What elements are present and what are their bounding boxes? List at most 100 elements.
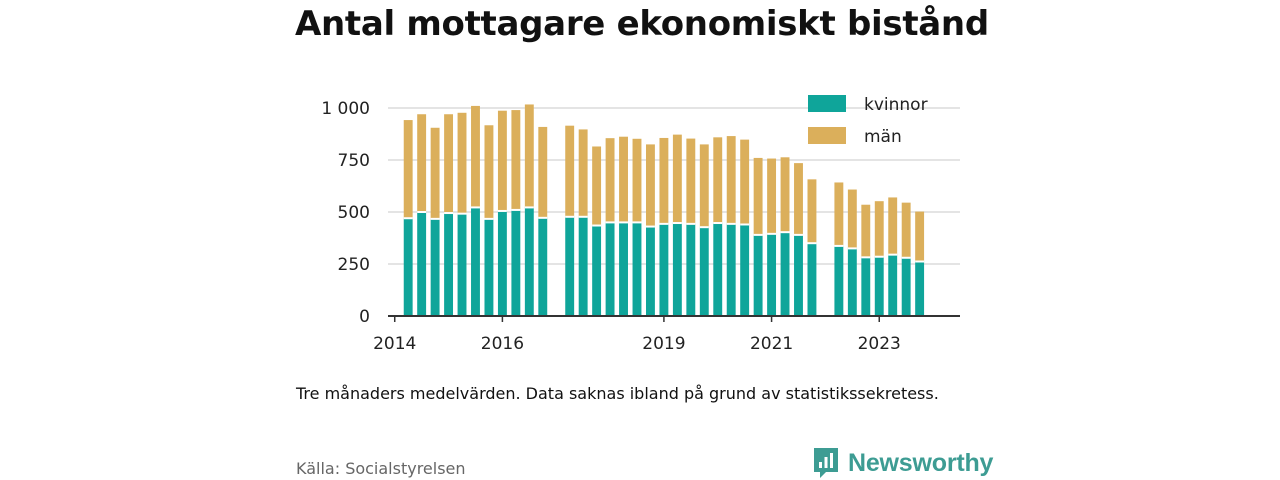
x-tick-label: 2016: [481, 334, 524, 354]
bar-kvinnor: [592, 225, 602, 316]
legend-label-man: män: [864, 127, 902, 147]
bar-kvinnor: [686, 223, 696, 316]
bar-man: [713, 137, 723, 224]
bar-man: [794, 163, 803, 235]
bar-man: [511, 110, 521, 210]
x-tick-label: 2021: [750, 334, 793, 354]
bar-kvinnor: [699, 227, 709, 316]
bar-man: [592, 146, 602, 226]
bar-man: [740, 139, 750, 225]
bar-man: [686, 138, 696, 224]
bar-kvinnor: [672, 223, 682, 316]
bar-kvinnor: [794, 234, 803, 316]
x-tick-label: 2019: [642, 334, 685, 354]
y-tick-label: 750: [338, 151, 370, 171]
bar-kvinnor: [484, 218, 494, 316]
bar-man: [457, 112, 467, 214]
bar-man: [632, 138, 642, 223]
y-tick-labels: 0 250 500 750 1 000: [321, 99, 370, 327]
bar-kvinnor: [847, 248, 857, 316]
bar-kvinnor: [888, 254, 898, 316]
bar-man: [645, 144, 655, 227]
bar-kvinnor: [861, 257, 871, 316]
bar-man: [430, 127, 440, 219]
bar-man: [524, 104, 534, 208]
bar-kvinnor: [497, 210, 507, 316]
bar-kvinnor: [538, 217, 548, 316]
bar-kvinnor: [659, 223, 669, 316]
bar-kvinnor: [780, 232, 790, 316]
bar-man: [767, 158, 777, 234]
chart-note: Tre månaders medelvärden. Data saknas ib…: [296, 384, 939, 403]
bar-man: [484, 125, 494, 219]
chart-title: Antal mottagare ekonomiskt bistånd: [295, 4, 989, 44]
bar-man: [619, 136, 628, 223]
bar-kvinnor: [511, 209, 521, 316]
bar-kvinnor: [901, 257, 911, 316]
bar-kvinnor: [471, 207, 480, 316]
bar-kvinnor: [915, 261, 925, 316]
y-tick-label: 0: [359, 307, 370, 327]
x-tick-labels: 2014 2016 2019 2021 2023: [373, 334, 901, 354]
bar-kvinnor: [578, 216, 588, 316]
bar-man: [861, 204, 871, 258]
bar-man: [578, 129, 588, 217]
x-axis: [388, 315, 960, 322]
bar-man: [444, 114, 454, 214]
newsworthy-icon: [814, 448, 838, 478]
bar-man: [672, 134, 682, 224]
x-tick-label: 2014: [373, 334, 416, 354]
bar-man: [847, 189, 857, 249]
bar-man: [780, 157, 790, 233]
bar-kvinnor: [632, 222, 642, 316]
bar-kvinnor: [767, 233, 777, 316]
bar-man: [807, 179, 817, 244]
bar-kvinnor: [605, 222, 615, 316]
chart: 0 250 500 750 1 000 2014 2016 2019 2021 2023 kvi…: [321, 0, 960, 354]
bar-man: [901, 202, 911, 258]
x-tick-label: 2023: [858, 334, 901, 354]
bar-kvinnor: [444, 213, 454, 316]
bar-kvinnor: [807, 243, 817, 316]
bar-man: [915, 211, 925, 262]
legend-label-kvinnor: kvinnor: [864, 95, 928, 115]
bar-man: [888, 197, 898, 255]
bar-man: [417, 114, 427, 212]
bar-man: [605, 138, 615, 223]
bar-man: [403, 120, 413, 219]
bar-man: [699, 144, 709, 228]
bar-man: [753, 157, 763, 235]
y-tick-label: 1 000: [321, 99, 370, 119]
source-text: Källa: Socialstyrelsen: [296, 459, 466, 478]
bar-kvinnor: [417, 212, 427, 316]
bar-kvinnor: [713, 223, 723, 316]
bar-man: [726, 136, 736, 224]
bar-man: [565, 125, 575, 217]
bar-kvinnor: [874, 256, 884, 316]
bar-kvinnor: [726, 223, 736, 316]
bar-kvinnor: [753, 234, 763, 316]
bar-man: [834, 182, 844, 246]
bar-kvinnor: [834, 245, 844, 316]
bar-kvinnor: [403, 218, 413, 316]
bar-man: [659, 137, 669, 224]
bar-kvinnor: [457, 213, 467, 316]
bar-kvinnor: [524, 207, 534, 316]
y-tick-label: 250: [338, 255, 370, 275]
legend: kvinnor män: [808, 95, 928, 147]
bar-kvinnor: [645, 226, 655, 316]
bar-kvinnor: [740, 224, 750, 316]
bar-kvinnor: [430, 218, 440, 316]
bar-man: [538, 126, 548, 218]
bar-man: [874, 201, 884, 257]
newsworthy-logo[interactable]: Newsworthy: [812, 446, 993, 480]
bar-man: [471, 105, 480, 208]
bar-man: [497, 110, 507, 211]
y-tick-label: 500: [338, 203, 370, 223]
bar-kvinnor: [619, 222, 628, 316]
bar-kvinnor: [565, 216, 575, 316]
bars: [403, 0, 938, 316]
brand-name: Newsworthy: [848, 448, 994, 477]
legend-swatch-man: [808, 127, 846, 144]
legend-swatch-kvinnor: [808, 95, 846, 112]
